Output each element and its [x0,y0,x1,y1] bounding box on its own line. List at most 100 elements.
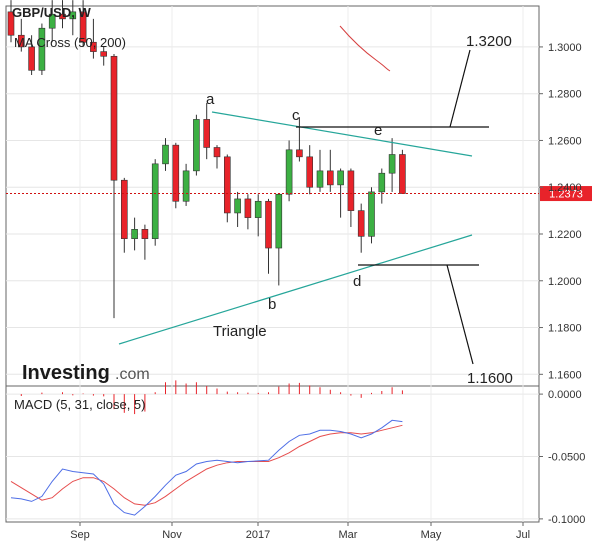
candle-body [368,191,375,237]
candle-body [28,46,35,71]
upper-target-pointer [449,49,471,128]
macd-tick-label: -0.1000 [548,514,585,526]
candle [121,177,128,253]
candle-body [193,119,200,172]
time-tick-label: Jul [516,529,530,541]
candle-body [38,27,46,71]
candle [141,224,149,260]
candle-body [347,170,355,211]
candle-body [296,149,303,158]
candle [368,187,375,244]
candle [399,149,406,194]
brand-suffix: .com [115,366,150,383]
candle-body [326,170,334,186]
candle [7,0,15,43]
wave-label-b: b [268,296,276,313]
wave-label-c: c [292,107,300,124]
upper-target-label: 1.3200 [466,33,512,50]
time-grid [79,6,524,522]
triangle-label: Triangle [213,323,267,340]
candle-body [131,229,138,239]
candle-body [213,147,221,158]
candle [244,194,252,230]
candle [38,23,46,75]
wave-label-e: e [374,122,382,139]
candle [296,117,303,162]
candle-body [224,156,231,214]
price-pane-frame [5,5,540,387]
last-price-label: 1.2373 [549,189,583,201]
price-tick-label: 1.2600 [548,135,582,147]
candle [110,53,118,319]
time-tick-label: Nov [162,529,182,541]
price-grid [6,46,539,375]
candle [28,35,35,75]
candle [59,0,66,29]
lower-target-label: 1.1600 [467,370,513,387]
candle-body [337,170,344,186]
indicator-label: MA Cross (50, 200) [14,35,126,50]
candle-body [182,170,190,202]
candle [224,154,231,223]
candle-body [90,41,97,52]
time-tick-label: May [421,529,442,541]
lower-target-pointer [446,264,474,365]
macd-pane-frame [5,385,540,523]
candle [17,18,25,52]
candle [151,159,159,246]
candle [254,194,262,237]
candle [316,149,324,192]
candle [193,114,200,176]
candle [100,46,107,66]
candle-body [121,179,128,239]
candle [285,140,293,202]
investing-logo: Investing .com [22,362,150,384]
time-tick-label: Sep [70,529,90,541]
candle [131,217,138,251]
candle-body [203,119,210,148]
triangle-lower-line [118,234,473,345]
price-tick-label: 1.1800 [548,323,582,335]
candle [388,138,396,192]
price-tick-label: 1.2800 [548,89,582,101]
candle-body [234,198,241,214]
time-axis-ticks: Sep Nov 2017 Mar May Jul [70,522,530,541]
brand-name: Investing [22,362,110,384]
candle-body [151,163,159,239]
candle-body [110,55,118,181]
macd-axis-ticks: 0.0000 -0.0500 -0.1000 [539,389,585,526]
candle [357,203,365,253]
macd-tick-label: -0.0500 [548,451,585,463]
time-tick-label: Mar [339,529,358,541]
triangle-upper-line [211,111,473,157]
candle-body [17,34,25,48]
candle-body [275,193,283,249]
candle [203,103,210,160]
candle-body [388,154,396,174]
macd-line [10,419,403,516]
candle [378,168,386,204]
candle [275,193,283,286]
candle [172,142,180,209]
candle-body [172,144,180,202]
candle [306,145,314,195]
candle-body [79,11,87,43]
candle [182,163,190,206]
candle-body [69,11,77,20]
macd-tick-label: 0.0000 [548,389,582,401]
macd-signal-line [10,424,403,506]
price-tick-label: 1.1600 [548,369,582,381]
chart-title: GBP/USD, W [12,5,91,20]
price-tick-label: 1.2200 [548,229,582,241]
macd-label: MACD (5, 31, close, 5) [14,397,146,412]
candle [347,168,355,227]
wave-label-a: a [206,91,215,108]
candle-body [162,144,169,165]
candle-body [7,11,15,36]
candle-body [316,170,324,188]
candle-body [399,154,406,194]
candle-body [378,172,386,193]
macd-histogram [20,380,403,415]
candle [337,168,344,218]
